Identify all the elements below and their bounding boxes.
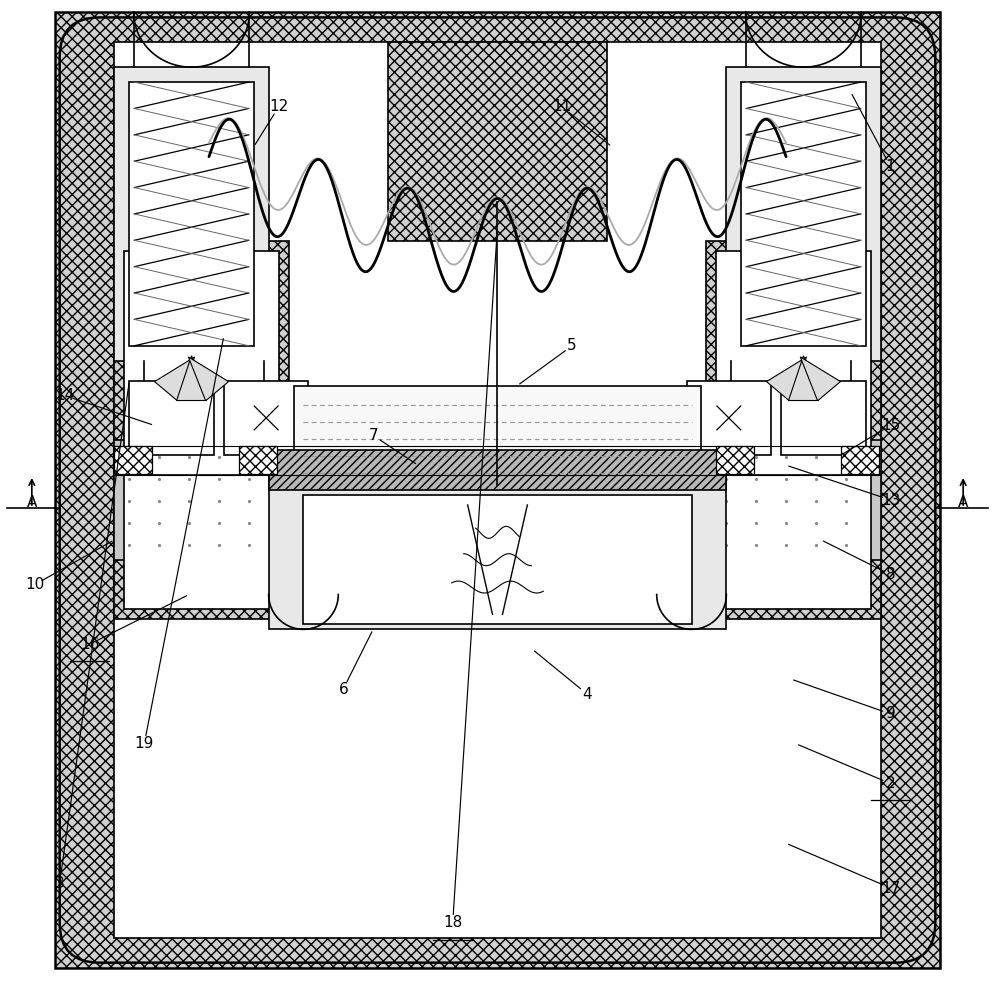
Polygon shape — [787, 356, 817, 400]
Bar — [129, 381, 214, 455]
Text: 1: 1 — [885, 159, 895, 174]
Text: 12: 12 — [268, 99, 288, 114]
Polygon shape — [765, 357, 806, 401]
Polygon shape — [799, 357, 840, 401]
Bar — [716, 446, 753, 474]
Text: A: A — [27, 495, 37, 510]
Bar — [114, 446, 152, 474]
Bar — [303, 495, 691, 624]
Bar — [840, 446, 878, 474]
Text: 10: 10 — [25, 577, 45, 592]
Bar — [224, 381, 308, 455]
Bar — [268, 450, 726, 490]
Text: 15: 15 — [880, 418, 900, 433]
Text: A: A — [957, 495, 967, 510]
Bar — [716, 251, 870, 609]
Bar — [686, 381, 770, 455]
Bar — [293, 386, 701, 485]
Text: 9: 9 — [885, 706, 895, 721]
Bar — [726, 67, 880, 361]
Text: 3: 3 — [55, 876, 65, 891]
Bar — [55, 12, 939, 968]
Text: 19: 19 — [134, 736, 154, 751]
Bar — [780, 381, 865, 455]
Text: 17: 17 — [880, 881, 900, 896]
Text: 11: 11 — [552, 99, 572, 114]
Text: 6: 6 — [338, 682, 348, 697]
Bar — [741, 82, 865, 346]
Bar — [124, 251, 278, 609]
Bar — [268, 475, 726, 629]
Polygon shape — [188, 357, 229, 401]
Bar — [388, 42, 606, 241]
Text: 8: 8 — [885, 567, 895, 582]
Text: 4: 4 — [581, 687, 591, 702]
Polygon shape — [177, 356, 207, 400]
Bar — [239, 446, 276, 474]
Text: 13: 13 — [880, 493, 900, 508]
Text: 14: 14 — [55, 388, 75, 403]
Bar — [706, 241, 880, 619]
Text: 16: 16 — [80, 637, 99, 652]
Text: 5: 5 — [567, 338, 577, 353]
Text: 18: 18 — [442, 915, 462, 930]
Bar — [129, 82, 253, 346]
Polygon shape — [154, 357, 195, 401]
Text: 7: 7 — [368, 428, 378, 443]
Bar — [114, 440, 880, 560]
Bar — [114, 42, 880, 938]
Bar — [114, 67, 268, 361]
Bar — [114, 241, 288, 619]
Text: 2: 2 — [885, 776, 895, 791]
